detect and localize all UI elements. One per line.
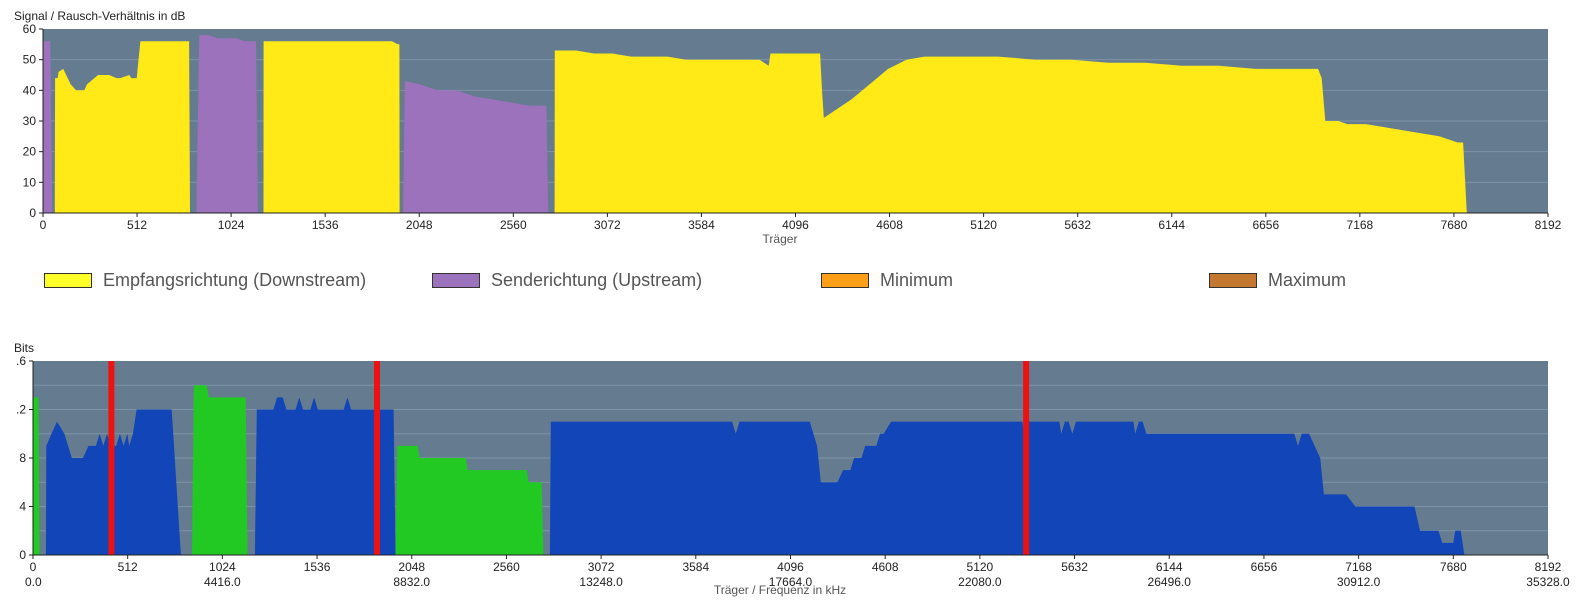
snr-area-1-1 [196, 35, 258, 213]
freq-tick-label: 35328.0 [1526, 575, 1570, 589]
x-tick-label: 5632 [1064, 218, 1091, 232]
x-tick-label: 6656 [1252, 218, 1279, 232]
x-tick-label: 1536 [312, 218, 339, 232]
legend-swatch-downstream [44, 273, 92, 288]
bits-area-1-1 [192, 385, 248, 555]
legend-label-downstream: Empfangsrichtung (Downstream) [103, 270, 367, 290]
snr-chart-title: Signal / Rausch-Verhältnis in dB [14, 9, 186, 23]
x-tick-label: 2048 [398, 560, 425, 574]
snr-area-0-2 [554, 50, 1467, 213]
x-tick-label: 7168 [1347, 218, 1374, 232]
legend-swatch-upstream [432, 273, 480, 288]
freq-tick-label: 0.0 [25, 575, 42, 589]
x-tick-label: 3072 [594, 218, 621, 232]
x-tick-label: 3584 [688, 218, 715, 232]
y-tick-label: 8 [19, 451, 26, 465]
y-tick-label: .2 [16, 403, 26, 417]
snr-area-0-1 [263, 41, 400, 213]
x-tick-label: 4096 [777, 560, 804, 574]
snr-area-0-0 [54, 41, 190, 213]
legend-label-upstream: Senderichtung (Upstream) [491, 270, 703, 290]
legend-label-minimum: Minimum [880, 270, 954, 290]
bits-x-axis-label: Träger / Frequenz in kHz [714, 583, 846, 597]
freq-tick-label: 4416.0 [204, 575, 241, 589]
y-tick-label: 30 [23, 114, 37, 128]
x-tick-label: 8192 [1535, 218, 1562, 232]
x-tick-label: 4096 [782, 218, 809, 232]
x-tick-label: 7168 [1345, 560, 1372, 574]
freq-tick-label: 26496.0 [1148, 575, 1192, 589]
y-tick-label: 40 [23, 83, 37, 97]
snr-legend: Empfangsrichtung (Downstream) Sendericht… [44, 270, 1544, 294]
freq-tick-label: 13248.0 [579, 575, 623, 589]
x-tick-label: 6656 [1251, 560, 1278, 574]
x-tick-label: 2560 [493, 560, 520, 574]
y-tick-label: 0 [29, 206, 36, 220]
x-tick-label: 2048 [406, 218, 433, 232]
x-tick-label: 1536 [304, 560, 331, 574]
x-tick-label: 5632 [1061, 560, 1088, 574]
x-tick-label: 4608 [876, 218, 903, 232]
x-tick-label: 6144 [1156, 560, 1183, 574]
bits-area-0-2 [549, 421, 1465, 555]
x-tick-label: 2560 [500, 218, 527, 232]
legend-item-maximum[interactable]: Maximum [1209, 270, 1346, 291]
bits-area-0-1 [254, 397, 396, 555]
x-tick-label: 0 [30, 560, 37, 574]
x-tick-label: 7680 [1440, 560, 1467, 574]
x-tick-label: 6144 [1158, 218, 1185, 232]
freq-tick-label: 30912.0 [1337, 575, 1381, 589]
x-tick-label: 3072 [588, 560, 615, 574]
x-tick-label: 3584 [682, 560, 709, 574]
snr-x-axis-label: Träger [763, 232, 798, 246]
y-tick-label: 10 [23, 175, 37, 189]
x-tick-label: 1024 [209, 560, 236, 574]
bits-area-1-0 [33, 397, 40, 555]
x-tick-label: 512 [127, 218, 147, 232]
legend-item-minimum[interactable]: Minimum [821, 270, 953, 291]
legend-item-downstream[interactable]: Empfangsrichtung (Downstream) [44, 270, 366, 291]
y-tick-label: 50 [23, 53, 37, 67]
x-tick-label: 5120 [970, 218, 997, 232]
x-tick-label: 1024 [218, 218, 245, 232]
legend-swatch-minimum [821, 273, 869, 288]
x-tick-label: 8192 [1535, 560, 1562, 574]
y-tick-label: 60 [23, 22, 37, 36]
x-tick-label: 4608 [872, 560, 899, 574]
x-tick-label: 512 [118, 560, 138, 574]
freq-tick-label: 8832.0 [393, 575, 430, 589]
bits-marker-2 [1023, 361, 1030, 555]
snr-area-1-0 [43, 41, 53, 213]
freq-tick-label: 22080.0 [958, 575, 1002, 589]
legend-label-maximum: Maximum [1268, 270, 1347, 290]
bits-marker-1 [373, 361, 380, 555]
freq-tick-label: 17664.0 [769, 575, 813, 589]
bits-chart-title: Bits [14, 341, 35, 355]
y-tick-label: .6 [16, 354, 26, 368]
y-tick-label: 0 [19, 548, 26, 562]
legend-item-upstream[interactable]: Senderichtung (Upstream) [432, 270, 702, 291]
x-tick-label: 0 [40, 218, 47, 232]
x-tick-label: 7680 [1441, 218, 1468, 232]
snr-chart: 0 512 1024 1536 2048 2560 3072 3584 4096 4608 5120… [23, 22, 1562, 246]
y-tick-label: 20 [23, 145, 37, 159]
legend-swatch-maximum [1209, 273, 1257, 288]
y-tick-label: 4 [19, 500, 26, 514]
snr-area-1-2 [403, 81, 549, 213]
bits-area-1-2 [395, 445, 544, 555]
x-tick-label: 5120 [967, 560, 994, 574]
bits-marker-0 [108, 361, 115, 555]
